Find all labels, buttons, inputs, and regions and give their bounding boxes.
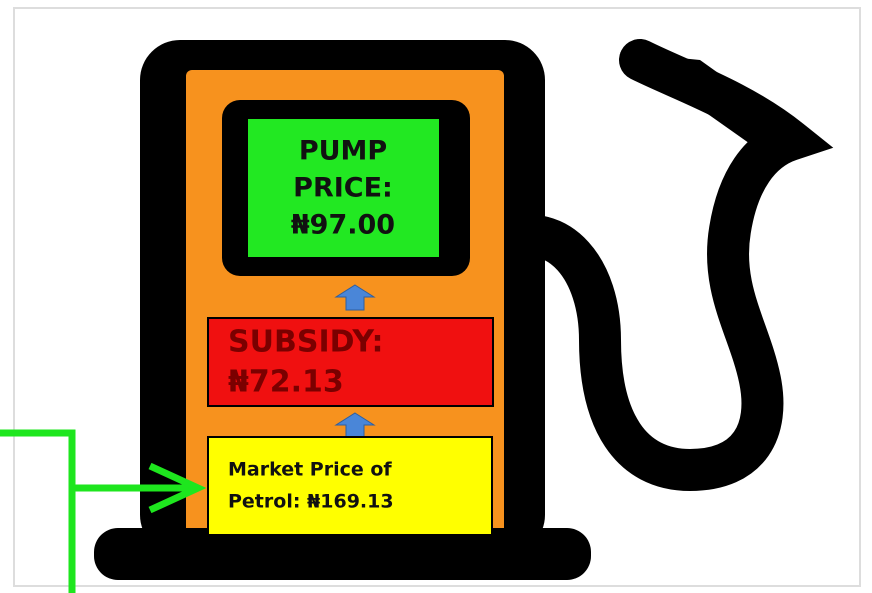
market-price-text: Market Price of <box>228 459 392 481</box>
market-price-box <box>208 437 492 535</box>
pump-price-text: PRICE: <box>293 173 393 204</box>
subsidy-text: SUBSIDY: <box>228 325 383 360</box>
subsidy-text: ₦72.13 <box>228 365 344 400</box>
market-price-text: Petrol: ₦169.13 <box>228 491 394 513</box>
diagram: PUMP PRICE: ₦97.00 SUBSIDY: ₦72.13 Marke… <box>0 0 872 593</box>
pump-price-text: PUMP <box>299 136 387 167</box>
pump-price-text: ₦97.00 <box>291 210 395 241</box>
